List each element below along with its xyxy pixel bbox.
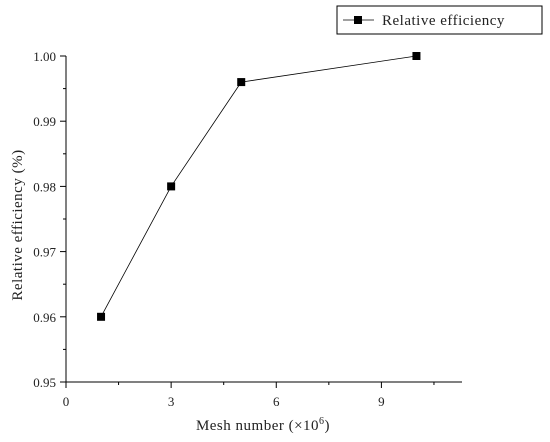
y-axis-title: Relative efficiency (%) bbox=[10, 149, 26, 300]
x-axis-title: Mesh number (×106) bbox=[196, 416, 330, 434]
y-tick-label: 0.98 bbox=[33, 179, 56, 194]
legend-marker bbox=[354, 16, 362, 24]
y-tick-label: 0.96 bbox=[33, 310, 56, 325]
y-tick-label: 0.95 bbox=[33, 375, 56, 390]
x-tick-label: 3 bbox=[168, 394, 175, 409]
data-point bbox=[412, 52, 421, 60]
y-tick-label: 1.00 bbox=[33, 49, 56, 64]
series-layer bbox=[97, 52, 421, 321]
y-axis-ticks: 0.95 0.96 0.97 0.98 0.99 1.00 bbox=[33, 49, 66, 390]
y-tick-label: 0.99 bbox=[33, 114, 56, 129]
x-axis-ticks: 0 3 6 9 bbox=[63, 382, 435, 409]
data-point bbox=[167, 182, 176, 191]
data-point bbox=[237, 78, 246, 87]
legend: Relative efficiency bbox=[336, 5, 543, 35]
data-point bbox=[97, 312, 106, 321]
series-line bbox=[100, 55, 417, 317]
x-tick-label: 0 bbox=[63, 394, 70, 409]
y-tick-label: 0.97 bbox=[33, 245, 56, 260]
x-tick-label: 6 bbox=[273, 394, 280, 409]
legend-label: Relative efficiency bbox=[382, 13, 505, 29]
x-tick-label: 9 bbox=[378, 394, 385, 409]
